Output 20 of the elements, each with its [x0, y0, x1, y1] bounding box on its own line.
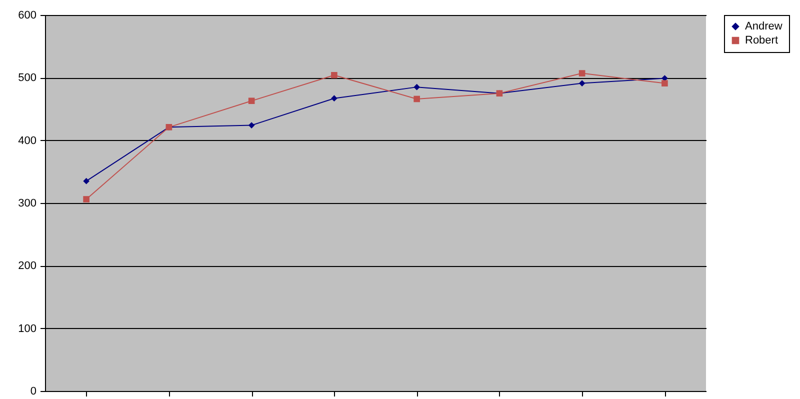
point [331, 95, 338, 102]
point [248, 98, 255, 104]
y-tick-label: 500 [18, 72, 36, 84]
legend-label: Andrew [745, 20, 782, 32]
legend-label: Robert [745, 34, 778, 46]
point [414, 84, 420, 90]
y-tick-label: 300 [18, 198, 36, 210]
point [578, 70, 586, 76]
point [83, 196, 90, 202]
point [331, 72, 338, 78]
point [662, 80, 668, 86]
point [414, 96, 420, 102]
point [578, 80, 586, 86]
y-tick-label: 600 [18, 10, 36, 22]
y-tick-label: 0 [30, 386, 36, 398]
y-tick-label: 400 [18, 134, 36, 147]
point [83, 178, 90, 184]
y-tick-label: 200 [18, 260, 36, 272]
point [248, 122, 255, 128]
y-tick-label: 100 [18, 322, 36, 335]
